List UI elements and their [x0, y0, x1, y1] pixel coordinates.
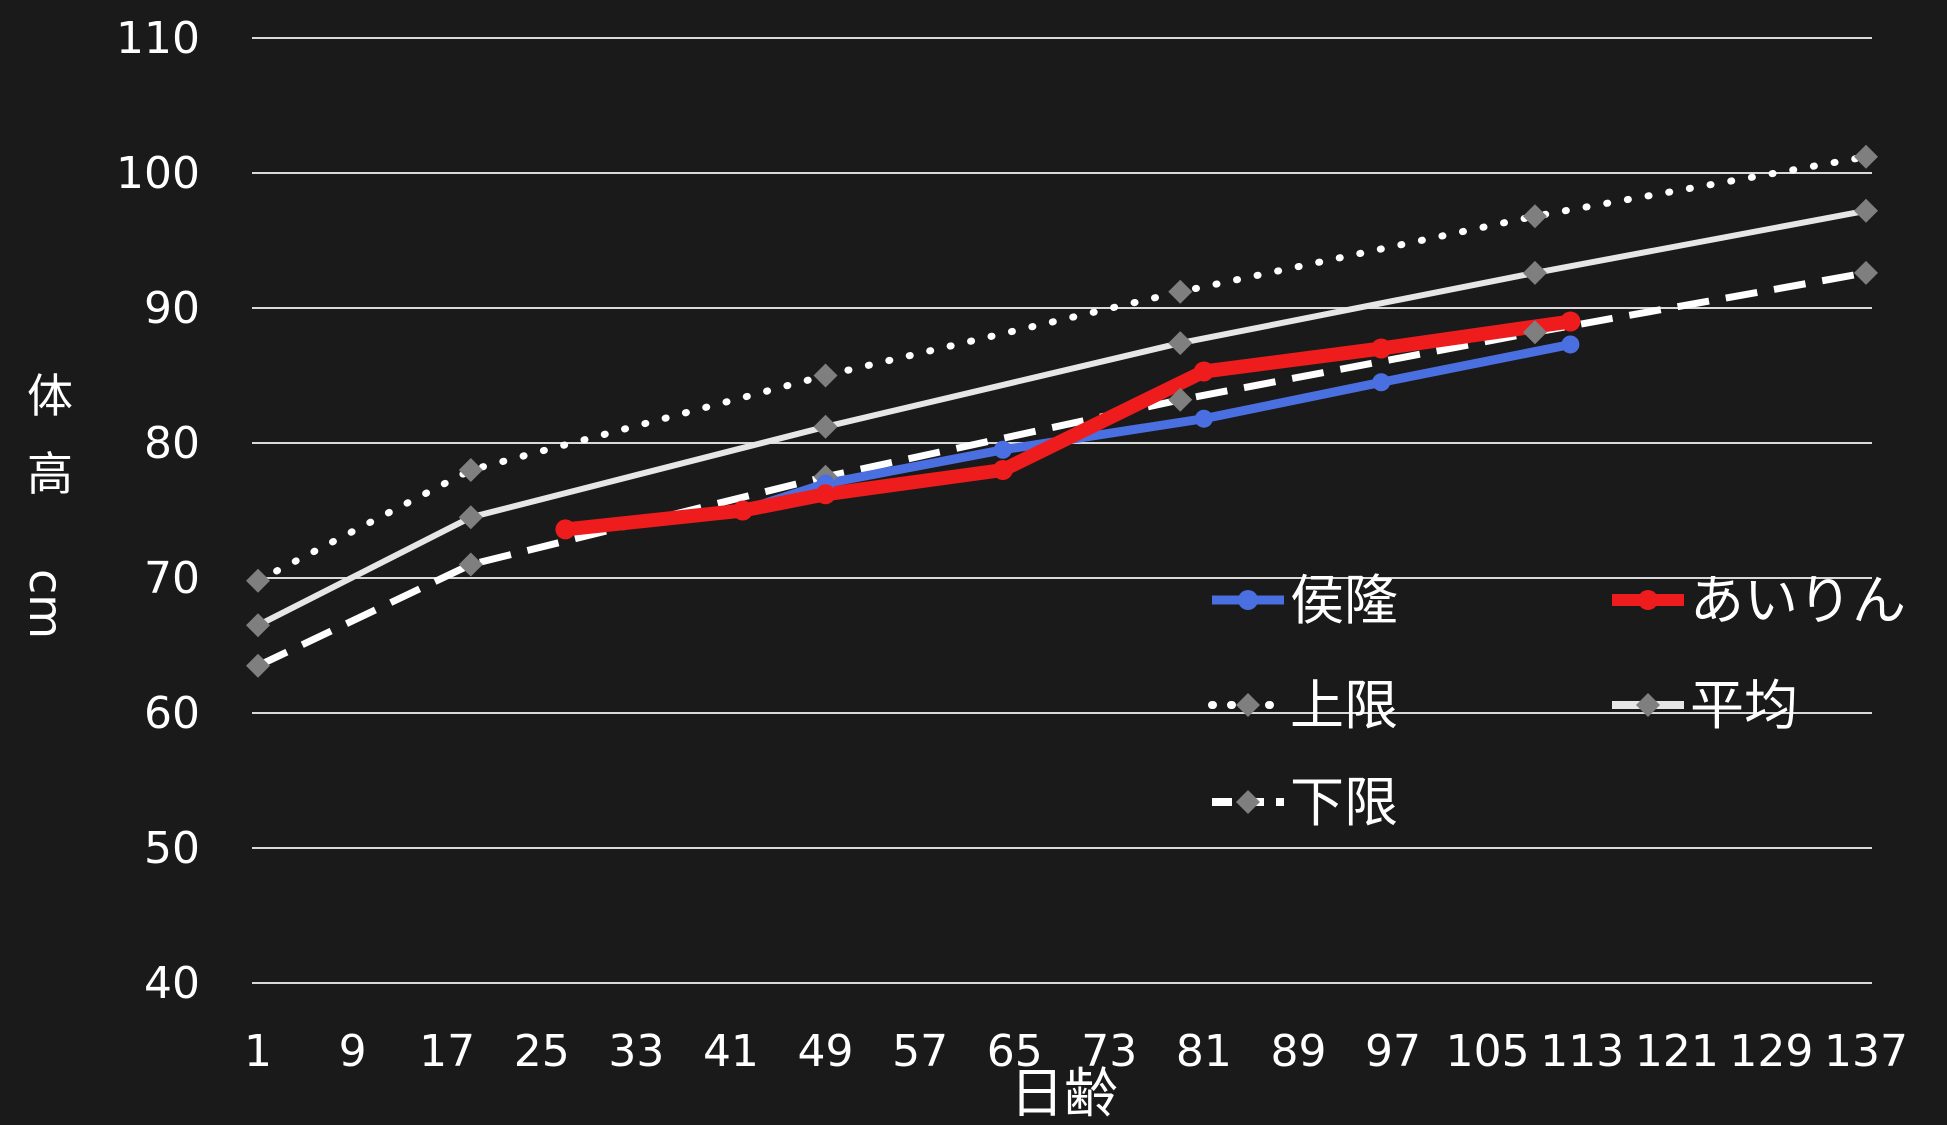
x-tick-label: 81: [1176, 1026, 1232, 1077]
x-tick-label: 129: [1729, 1026, 1813, 1077]
y-tick-label: 100: [116, 148, 200, 199]
y-axis-tick-labels: 40 50 60 70 80 90 100 110: [116, 13, 200, 1009]
y-tick-label: 70: [144, 553, 200, 604]
data-point: [1561, 335, 1580, 354]
series-line-0: [254, 153, 1870, 585]
data-point: [992, 460, 1013, 480]
y-tick-label: 40: [144, 958, 200, 1009]
data-point: [555, 519, 576, 540]
x-tick-label: 9: [339, 1026, 367, 1077]
y-tick-label: 60: [144, 688, 200, 739]
x-tick-label: 121: [1635, 1026, 1719, 1077]
data-point: [1560, 311, 1581, 332]
x-tick-label: 137: [1824, 1026, 1908, 1077]
data-point: [732, 500, 753, 521]
data-point: [246, 613, 270, 638]
gridlines: [252, 37, 1872, 984]
data-point: [458, 458, 483, 482]
x-tick-label: 33: [608, 1026, 664, 1077]
x-tick-label: 17: [419, 1026, 475, 1077]
y-tick-label: 90: [144, 283, 200, 334]
y-axis-label-line-2: 高: [27, 447, 73, 501]
series-markers: [246, 144, 1878, 678]
legend-swatch-marker: [1638, 590, 1658, 610]
data-point: [246, 653, 270, 678]
legend-label: 下限: [1290, 771, 1398, 834]
data-point: [813, 414, 838, 439]
legend-swatch-marker: [1636, 693, 1660, 717]
data-point: [1168, 279, 1193, 304]
x-tick-label: 97: [1365, 1026, 1421, 1077]
legend-swatch-marker: [1238, 590, 1258, 610]
y-tick-label: 110: [116, 13, 200, 64]
data-point: [1522, 320, 1547, 345]
data-point: [1854, 260, 1878, 285]
legend-label: 上限: [1290, 674, 1398, 737]
x-tick-label: 49: [798, 1026, 854, 1077]
y-axis-label-line-1: 体: [27, 369, 73, 423]
legend-swatch-marker: [1236, 790, 1260, 814]
series-line-2: [256, 269, 1867, 669]
data-point: [1194, 409, 1213, 428]
data-point: [1522, 260, 1547, 285]
data-point: [1168, 387, 1193, 412]
data-point: [1854, 144, 1878, 169]
data-point: [246, 568, 270, 593]
data-point: [813, 363, 838, 388]
data-point: [1371, 338, 1392, 359]
x-axis-label: 日齢: [1010, 1062, 1118, 1125]
y-tick-label: 80: [144, 418, 200, 469]
x-axis-tick-labels: 1 9 17 25 33 41 49 57 65 73 81 89 97 105 113 121 129 137: [244, 1026, 1908, 1077]
x-tick-label: 41: [703, 1026, 759, 1077]
data-point: [1193, 361, 1214, 382]
legend-label: あいりん: [1690, 569, 1906, 632]
data-point: [1168, 331, 1193, 356]
legend-label: 侯隆: [1290, 569, 1398, 632]
data-point: [1372, 373, 1391, 392]
x-tick-label: 57: [892, 1026, 948, 1077]
x-tick-label: 105: [1446, 1026, 1530, 1077]
x-tick-label: 113: [1540, 1026, 1624, 1077]
data-point: [993, 440, 1012, 459]
data-point: [458, 552, 483, 577]
legend-swatch-marker: [1236, 693, 1260, 717]
x-tick-label: 25: [514, 1026, 570, 1077]
y-tick-label: 50: [144, 823, 200, 874]
y-axis-label-unit: cm: [19, 569, 73, 639]
legend-label: 平均: [1690, 674, 1798, 737]
series-line-1: [255, 207, 1869, 629]
data-point: [1854, 198, 1878, 223]
x-tick-label: 1: [244, 1026, 272, 1077]
data-point: [815, 484, 836, 505]
data-point: [458, 505, 483, 530]
data-point: [1522, 204, 1547, 229]
x-tick-label: 89: [1270, 1026, 1326, 1077]
x-tick-label: 65: [987, 1026, 1043, 1077]
x-tick-label: 73: [1081, 1026, 1137, 1077]
